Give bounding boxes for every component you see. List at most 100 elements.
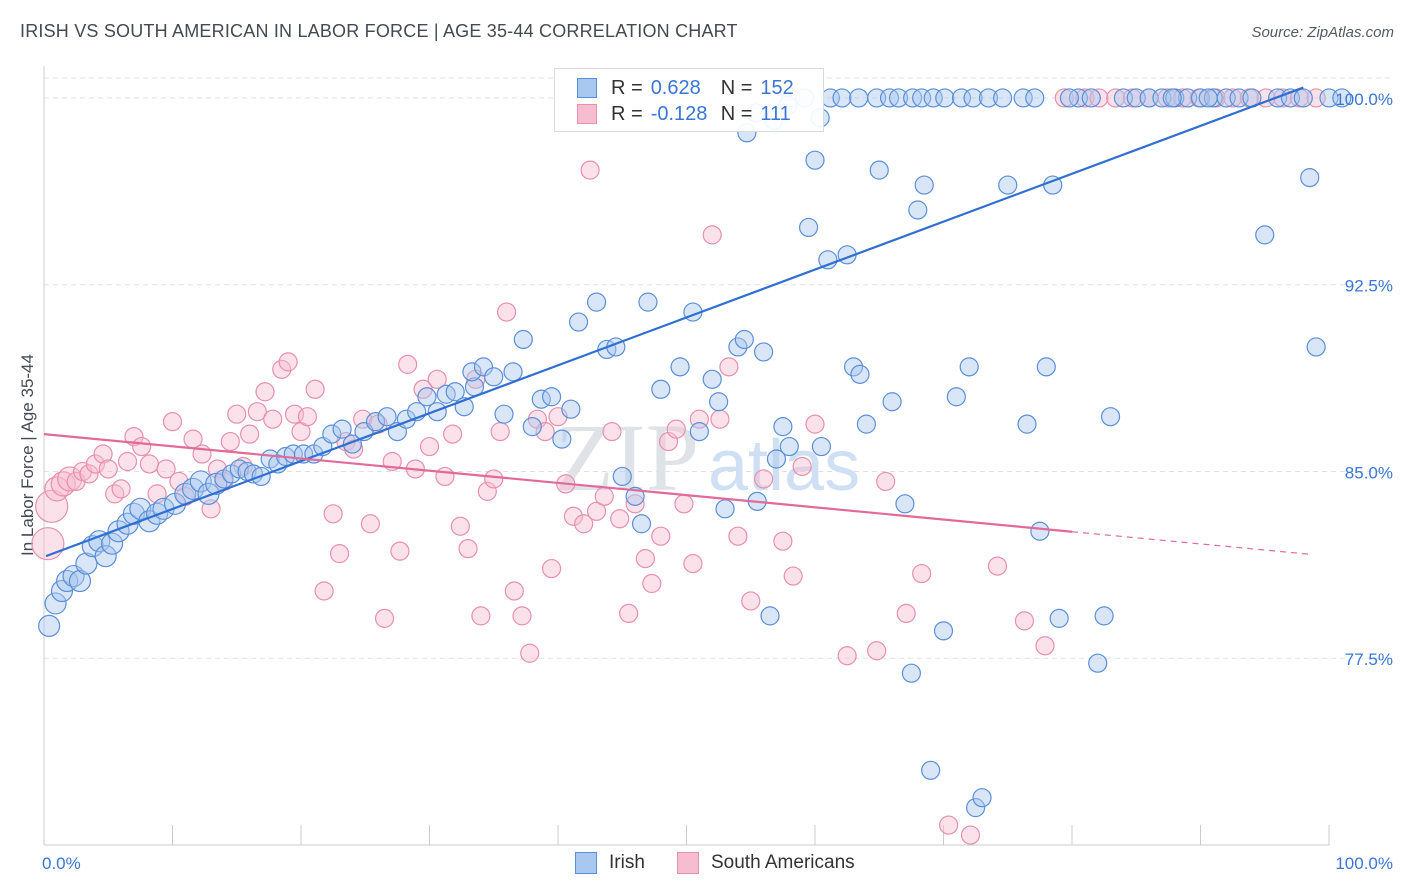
irish-point <box>702 369 722 389</box>
south-american-point <box>625 494 645 514</box>
irish-point <box>1198 88 1218 108</box>
irish-point <box>94 545 117 568</box>
south-american-points <box>31 88 1326 845</box>
legend-irish-label: Irish <box>609 852 645 873</box>
irish-point <box>972 788 992 808</box>
irish-points <box>38 88 1352 818</box>
south-american-point <box>329 544 350 564</box>
irish-point <box>625 486 645 506</box>
irish-point <box>462 362 482 382</box>
south-american-point <box>297 407 318 427</box>
irish-point <box>612 466 632 487</box>
south-american-point <box>374 608 395 628</box>
x-tick-label-max: 100.0% <box>1335 854 1393 873</box>
south-american-point <box>635 549 655 569</box>
south-american-point <box>642 573 662 594</box>
irish-point <box>670 357 690 377</box>
irish-point <box>552 429 572 449</box>
south-trend-line-extension <box>1071 531 1310 555</box>
south-n-label: N = <box>720 102 753 125</box>
south-american-point <box>960 825 981 845</box>
irish-point <box>568 312 589 332</box>
south-american-point <box>719 357 739 377</box>
south-american-point <box>419 436 440 457</box>
south-american-point <box>1106 88 1126 108</box>
south-american-point <box>702 225 722 245</box>
irish-point <box>541 387 562 407</box>
irish-point <box>427 402 447 422</box>
irish-point <box>921 760 941 780</box>
south-american-point <box>741 591 761 611</box>
south-american-point <box>132 436 152 457</box>
south-american-point <box>728 526 748 546</box>
south-american-point <box>1014 611 1035 631</box>
south-american-point <box>497 302 517 322</box>
irish-point <box>1332 88 1352 108</box>
irish-swatch <box>577 78 597 98</box>
south-american-point <box>602 422 622 442</box>
irish-n-value: 152 <box>760 76 794 99</box>
y-tick-label: 85.0% <box>1345 463 1393 482</box>
legend-row-south: R = -0.128 N = 111 <box>577 101 791 127</box>
south-american-point <box>651 526 671 546</box>
irish-point <box>651 379 671 399</box>
irish-point <box>914 175 934 195</box>
south-american-point <box>1223 88 1243 108</box>
irish-point <box>832 88 852 108</box>
irish-point <box>798 217 819 238</box>
south-american-point <box>427 369 447 389</box>
south-american-point <box>85 454 106 474</box>
south-american-point <box>111 479 131 499</box>
irish-point <box>978 88 999 108</box>
south-american-point <box>255 382 275 402</box>
irish-point <box>129 497 152 520</box>
south-american-point <box>867 641 887 661</box>
south-trend-line <box>43 433 1073 533</box>
irish-point <box>1017 414 1037 434</box>
south-american-point <box>987 556 1008 576</box>
irish-point <box>68 569 92 593</box>
irish-point <box>243 464 264 484</box>
south-american-point <box>594 486 614 506</box>
south-american-point <box>535 422 555 442</box>
series-legend: Irish South Americans <box>0 852 1406 878</box>
south-american-point <box>458 539 478 559</box>
south-american-point <box>240 424 260 444</box>
south-american-point <box>674 494 694 514</box>
irish-point <box>734 329 754 350</box>
trend-lines <box>43 86 1310 558</box>
south-american-point <box>220 431 240 452</box>
south-american-point <box>435 466 455 487</box>
irish-point <box>882 392 902 412</box>
south-american-point <box>896 603 916 624</box>
irish-point <box>856 414 877 434</box>
irish-point <box>1306 337 1326 357</box>
legend-item-south[interactable]: South Americans <box>677 852 855 874</box>
legend-item-irish[interactable]: Irish <box>575 852 645 874</box>
south-american-point <box>783 566 803 586</box>
irish-point <box>850 364 870 384</box>
south-american-point <box>360 514 380 534</box>
south-american-point <box>278 352 298 372</box>
irish-point <box>1094 606 1114 626</box>
irish-point <box>1049 608 1069 628</box>
irish-point <box>365 412 386 432</box>
south-swatch <box>577 104 597 124</box>
south-american-point <box>263 409 283 429</box>
south-american-point <box>98 459 118 479</box>
irish-point <box>951 88 972 108</box>
south-american-point <box>1075 88 1095 108</box>
irish-point <box>888 88 909 108</box>
irish-point <box>773 417 793 437</box>
irish-point <box>101 532 124 555</box>
irish-point <box>933 621 954 641</box>
south-american-point <box>450 516 470 536</box>
south-american-point <box>610 509 630 529</box>
irish-n-label: N = <box>720 76 753 99</box>
axes <box>43 66 1330 846</box>
irish-point <box>75 552 98 575</box>
south-american-point <box>323 504 343 524</box>
south-american-point <box>471 606 491 626</box>
y-tick-label: 77.5% <box>1345 650 1393 669</box>
irish-point <box>1013 88 1033 108</box>
